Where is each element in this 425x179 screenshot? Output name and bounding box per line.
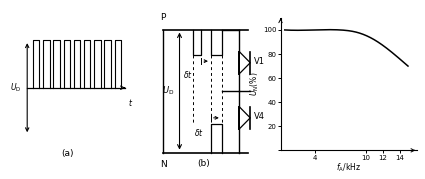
Text: $\delta t$: $\delta t$ <box>183 69 193 80</box>
Text: V1: V1 <box>254 57 265 66</box>
Text: (a): (a) <box>62 149 74 158</box>
Text: $\delta t$: $\delta t$ <box>194 127 204 138</box>
Text: $U_{\rm D}$: $U_{\rm D}$ <box>162 85 175 97</box>
Text: N: N <box>160 160 167 169</box>
X-axis label: $f_{\rm A}$/kHz: $f_{\rm A}$/kHz <box>336 162 361 174</box>
Text: (b): (b) <box>198 159 210 168</box>
Y-axis label: $U_{\rm N}$(%): $U_{\rm N}$(%) <box>249 72 261 96</box>
Text: V4: V4 <box>254 112 265 121</box>
Text: $U_{\rm D}$: $U_{\rm D}$ <box>10 81 21 94</box>
Text: P: P <box>161 13 166 22</box>
Text: $t$: $t$ <box>128 97 133 108</box>
